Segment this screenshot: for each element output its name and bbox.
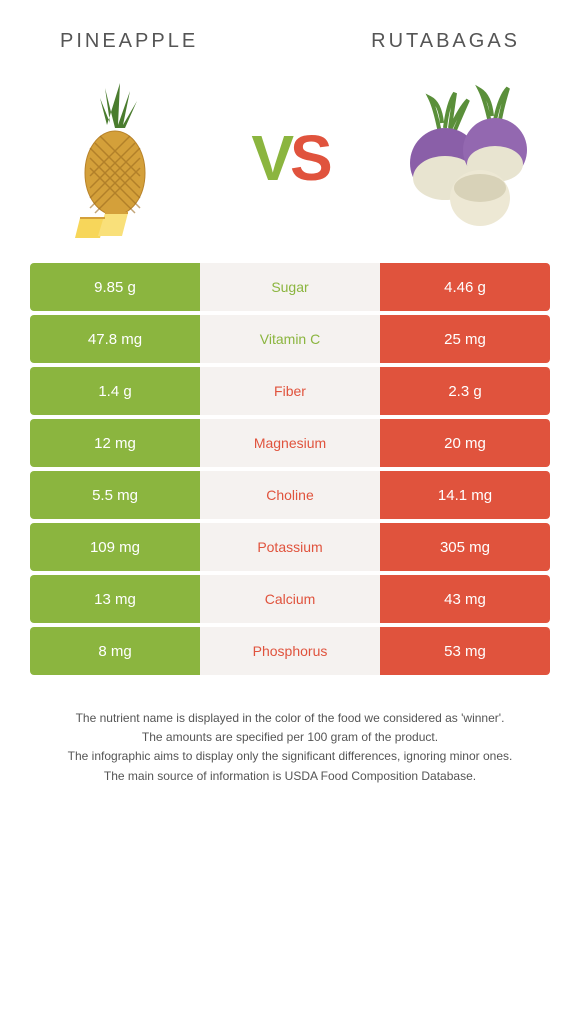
footer-notes: The nutrient name is displayed in the co… [0, 679, 580, 786]
value-right: 53 mg [380, 627, 550, 675]
value-right: 43 mg [380, 575, 550, 623]
footer-line: The nutrient name is displayed in the co… [30, 709, 550, 728]
vs-label: VS [251, 121, 328, 195]
value-left: 8 mg [30, 627, 200, 675]
footer-line: The amounts are specified per 100 gram o… [30, 728, 550, 747]
footer-line: The main source of information is USDA F… [30, 767, 550, 786]
nutrient-name: Choline [200, 471, 380, 519]
value-right: 305 mg [380, 523, 550, 571]
value-right: 14.1 mg [380, 471, 550, 519]
vs-s: S [290, 122, 329, 194]
value-left: 5.5 mg [30, 471, 200, 519]
value-right: 4.46 g [380, 263, 550, 311]
table-row: 47.8 mgVitamin C25 mg [30, 315, 550, 363]
header: PINEAPPLE RUTABAGAS [0, 0, 580, 63]
value-right: 20 mg [380, 419, 550, 467]
nutrient-name: Magnesium [200, 419, 380, 467]
nutrient-name: Sugar [200, 263, 380, 311]
footer-line: The infographic aims to display only the… [30, 747, 550, 766]
value-left: 109 mg [30, 523, 200, 571]
nutrient-name: Vitamin C [200, 315, 380, 363]
images-row: VS [0, 63, 580, 263]
table-row: 1.4 gFiber2.3 g [30, 367, 550, 415]
value-right: 2.3 g [380, 367, 550, 415]
nutrient-table: 9.85 gSugar4.46 g47.8 mgVitamin C25 mg1.… [0, 263, 580, 675]
nutrient-name: Potassium [200, 523, 380, 571]
value-left: 1.4 g [30, 367, 200, 415]
table-row: 13 mgCalcium43 mg [30, 575, 550, 623]
pineapple-icon [40, 78, 190, 238]
table-row: 5.5 mgCholine14.1 mg [30, 471, 550, 519]
table-row: 9.85 gSugar4.46 g [30, 263, 550, 311]
rutabaga-icon [390, 78, 540, 238]
nutrient-name: Phosphorus [200, 627, 380, 675]
table-row: 12 mgMagnesium20 mg [30, 419, 550, 467]
nutrient-name: Calcium [200, 575, 380, 623]
value-right: 25 mg [380, 315, 550, 363]
value-left: 47.8 mg [30, 315, 200, 363]
table-row: 8 mgPhosphorus53 mg [30, 627, 550, 675]
value-left: 9.85 g [30, 263, 200, 311]
value-left: 12 mg [30, 419, 200, 467]
vs-v: V [251, 122, 290, 194]
food-right-title: RUTABAGAS [371, 30, 520, 53]
table-row: 109 mgPotassium305 mg [30, 523, 550, 571]
nutrient-name: Fiber [200, 367, 380, 415]
value-left: 13 mg [30, 575, 200, 623]
food-left-title: PINEAPPLE [60, 30, 198, 53]
